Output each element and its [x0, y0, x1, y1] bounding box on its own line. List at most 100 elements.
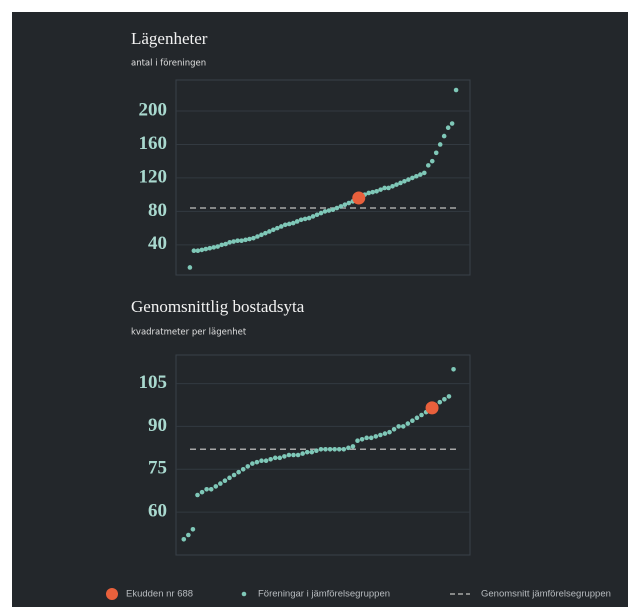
point: [259, 458, 264, 464]
point: [218, 481, 223, 486]
point: [310, 214, 316, 219]
point: [451, 366, 456, 372]
point: [422, 170, 427, 176]
point: [254, 459, 260, 465]
legend-label: Ekudden nr 688: [126, 589, 193, 600]
point: [370, 189, 375, 195]
point: [396, 424, 401, 429]
legend: Ekudden nr 688 Föreningar i jämförelsegr…: [126, 589, 611, 600]
point: [446, 394, 452, 399]
y-tick-label: 60: [148, 501, 167, 522]
point: [191, 248, 197, 254]
point: [290, 220, 296, 226]
point: [364, 435, 369, 441]
point: [282, 454, 287, 459]
chart-subtitle: antal i föreningen: [131, 59, 206, 69]
point: [309, 449, 315, 455]
point: [332, 446, 337, 452]
point: [268, 456, 273, 462]
point: [336, 446, 342, 452]
point: [410, 175, 415, 181]
point: [181, 536, 187, 542]
point: [346, 445, 351, 451]
point: [282, 222, 288, 228]
highlight-point: [425, 401, 439, 415]
legend-swatch: [106, 588, 118, 600]
point: [263, 230, 268, 236]
y-tick-label: 90: [148, 415, 167, 436]
point: [302, 216, 308, 222]
point: [275, 225, 280, 231]
point: [231, 239, 236, 244]
point: [441, 133, 447, 139]
legend-label: Genomsnitt jämförelsegruppen: [481, 589, 611, 600]
point: [231, 472, 237, 478]
point: [236, 469, 241, 475]
point: [247, 236, 252, 242]
point: [213, 484, 219, 489]
point: [437, 142, 443, 147]
point: [300, 451, 305, 456]
point: [294, 219, 300, 224]
point: [227, 240, 232, 245]
point: [390, 183, 395, 189]
point: [398, 180, 403, 186]
legend-swatch: [241, 591, 247, 597]
point: [259, 232, 264, 238]
point: [327, 446, 333, 452]
point: [199, 247, 205, 253]
chart-title: Lägenheter: [131, 29, 208, 48]
point: [219, 242, 224, 248]
point: [382, 185, 387, 191]
point: [263, 458, 269, 464]
point: [187, 265, 193, 270]
y-tick-label: 40: [148, 233, 167, 254]
point: [306, 215, 312, 221]
point: [227, 475, 232, 481]
point: [359, 436, 365, 442]
point: [445, 125, 451, 131]
y-tick-label: 160: [139, 133, 168, 154]
y-tick-label: 75: [148, 458, 167, 479]
point: [429, 158, 435, 164]
chart-title: Genomsnittlig bostadsyta: [131, 297, 305, 316]
point: [414, 173, 419, 179]
point: [295, 452, 301, 458]
point: [298, 217, 304, 223]
point: [334, 205, 340, 211]
point: [437, 399, 443, 405]
point: [304, 449, 310, 455]
point: [386, 185, 391, 191]
point: [286, 221, 292, 227]
point: [251, 235, 256, 241]
plot-frame: [175, 354, 471, 556]
point: [278, 224, 284, 229]
y-tick-label: 80: [148, 200, 167, 221]
point: [222, 478, 228, 484]
point: [211, 245, 217, 250]
point: [215, 244, 221, 249]
y-tick-label: 200: [139, 99, 168, 120]
point: [245, 464, 251, 469]
point: [186, 532, 191, 538]
point: [382, 431, 388, 436]
point: [250, 461, 255, 466]
highlight-point: [352, 191, 366, 205]
point: [414, 415, 420, 421]
point: [394, 182, 399, 187]
point: [291, 452, 296, 458]
point: [341, 446, 347, 452]
point: [208, 486, 214, 492]
point: [255, 234, 260, 239]
point: [239, 238, 244, 243]
point: [199, 489, 205, 495]
point: [373, 434, 379, 439]
point: [223, 241, 228, 247]
point: [243, 237, 248, 243]
y-tick-label: 120: [139, 166, 168, 187]
point: [330, 207, 336, 213]
point: [406, 177, 411, 182]
point: [314, 448, 319, 454]
point: [374, 189, 379, 194]
